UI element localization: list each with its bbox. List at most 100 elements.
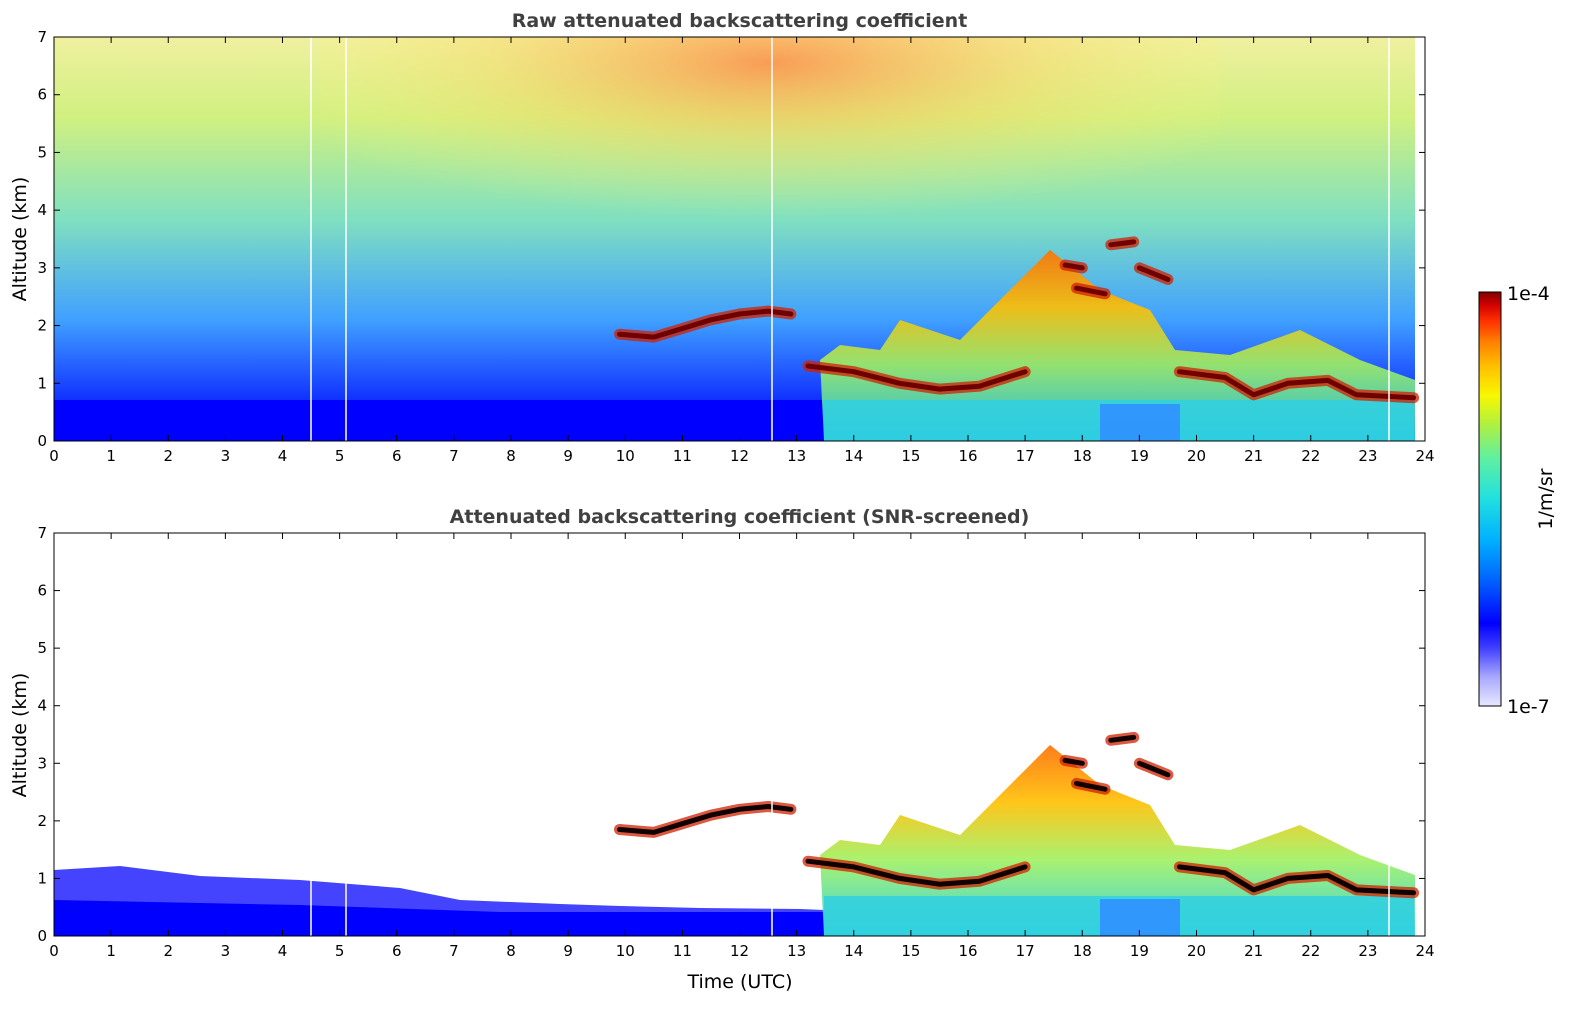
cloud-layer xyxy=(1074,780,1108,792)
x-tick-label: 22 xyxy=(1301,447,1320,465)
x-tick-label: 2 xyxy=(163,942,173,960)
x-tick-label: 6 xyxy=(392,447,402,465)
panel-raw: Raw attenuated backscattering coefficien… xyxy=(9,10,1435,465)
panel-screened: Attenuated backscattering coefficient (S… xyxy=(9,506,1435,993)
x-tick-label: 5 xyxy=(335,447,345,465)
y-axis-label: Altitude (km) xyxy=(9,177,31,302)
cloud-layer xyxy=(617,308,794,340)
cloud-layer xyxy=(1108,734,1137,743)
x-tick-label: 20 xyxy=(1187,942,1206,960)
cloud-layer xyxy=(1136,760,1171,778)
y-tick-label: 7 xyxy=(37,28,47,46)
y-axis-ticks: 0 1 2 3 4 5 6 7 xyxy=(37,28,1425,450)
x-tick-label: 13 xyxy=(787,447,806,465)
x-tick-label: 17 xyxy=(1016,447,1035,465)
cloud-layer xyxy=(805,363,1028,392)
x-tick-label: 16 xyxy=(958,447,977,465)
x-tick-label: 15 xyxy=(901,447,920,465)
y-tick-label: 0 xyxy=(37,432,47,450)
chart-title: Raw attenuated backscattering coefficien… xyxy=(512,10,968,32)
x-tick-label: 24 xyxy=(1415,942,1434,960)
x-tick-label: 19 xyxy=(1130,447,1149,465)
colorbar-gradient xyxy=(1478,291,1502,707)
chart-title: Attenuated backscattering coefficient (S… xyxy=(450,506,1030,528)
y-tick-label: 3 xyxy=(37,259,47,277)
x-tick-label: 20 xyxy=(1187,447,1206,465)
x-tick-label: 1 xyxy=(106,942,116,960)
x-axis-label: Time (UTC) xyxy=(686,971,792,993)
x-tick-label: 2 xyxy=(163,447,173,465)
cloud-layer-halo xyxy=(614,801,797,838)
x-tick-label: 10 xyxy=(616,447,635,465)
x-tick-label: 7 xyxy=(449,942,459,960)
y-tick-label: 6 xyxy=(37,582,47,600)
y-tick-label: 2 xyxy=(37,317,47,335)
x-tick-label: 18 xyxy=(1073,942,1092,960)
x-tick-label: 11 xyxy=(673,447,692,465)
x-tick-label: 0 xyxy=(49,447,59,465)
y-tick-label: 1 xyxy=(37,374,47,392)
cloud-layer xyxy=(805,858,1028,887)
cloud-layers xyxy=(614,731,1420,899)
x-tick-label: 11 xyxy=(673,942,692,960)
x-tick-label: 22 xyxy=(1301,942,1320,960)
x-tick-label: 7 xyxy=(449,447,459,465)
x-tick-label: 21 xyxy=(1244,447,1263,465)
heatmap-field xyxy=(54,533,1425,936)
cloud-layer xyxy=(1074,285,1108,297)
x-tick-label: 12 xyxy=(730,942,749,960)
cloud-layer xyxy=(1108,239,1137,248)
x-tick-label: 8 xyxy=(506,447,516,465)
x-tick-label: 5 xyxy=(335,942,345,960)
y-tick-label: 1 xyxy=(37,869,47,887)
x-tick-label: 1 xyxy=(106,447,116,465)
x-tick-label: 17 xyxy=(1016,942,1035,960)
heatmap-field xyxy=(54,37,1425,441)
x-tick-label: 13 xyxy=(787,942,806,960)
x-axis-ticks: 0 1 2 3 4 5 6 7 8 9 10 11 12 13 14 15 16 17 18 19 20 21 22 23 24 xyxy=(49,533,1435,960)
x-tick-label: 8 xyxy=(506,942,516,960)
colorbar-max-label: 1e-4 xyxy=(1507,283,1550,305)
cloud-layer xyxy=(1176,369,1417,401)
colorbar-unit-label: 1/m/sr xyxy=(1535,468,1557,529)
cloud-layer xyxy=(1062,262,1085,271)
x-tick-label: 19 xyxy=(1130,942,1149,960)
y-axis-ticks: 0 1 2 3 4 5 6 7 xyxy=(37,524,1425,945)
y-tick-label: 7 xyxy=(37,524,47,542)
cloud-layer xyxy=(1136,265,1171,282)
cloud-layer xyxy=(1176,864,1417,896)
x-tick-label: 9 xyxy=(563,942,573,960)
y-tick-label: 5 xyxy=(37,639,47,657)
x-tick-label: 3 xyxy=(221,942,231,960)
x-tick-label: 23 xyxy=(1358,942,1377,960)
x-tick-label: 18 xyxy=(1073,447,1092,465)
x-tick-label: 21 xyxy=(1244,942,1263,960)
y-tick-label: 4 xyxy=(37,201,47,219)
cloud-layers xyxy=(614,236,1420,404)
colorbar-min-label: 1e-7 xyxy=(1507,696,1550,718)
x-tick-label: 9 xyxy=(563,447,573,465)
x-axis-ticks: 0 1 2 3 4 5 6 7 8 9 10 11 12 13 14 15 16 17 18 19 20 21 22 23 24 xyxy=(49,37,1435,465)
x-tick-label: 24 xyxy=(1415,447,1434,465)
colorbar: 1e-4 1e-7 1/m/sr xyxy=(1478,283,1557,718)
y-tick-label: 4 xyxy=(37,697,47,715)
y-tick-label: 3 xyxy=(37,754,47,772)
cloud-layer xyxy=(617,804,794,835)
x-tick-label: 4 xyxy=(278,447,288,465)
y-tick-label: 5 xyxy=(37,143,47,161)
x-tick-label: 14 xyxy=(844,942,863,960)
x-tick-label: 6 xyxy=(392,942,402,960)
x-tick-label: 16 xyxy=(958,942,977,960)
y-tick-label: 2 xyxy=(37,812,47,830)
x-tick-label: 15 xyxy=(901,942,920,960)
x-tick-label: 14 xyxy=(844,447,863,465)
y-axis-label: Altitude (km) xyxy=(9,673,31,798)
cloud-layer xyxy=(1062,757,1085,766)
x-tick-label: 4 xyxy=(278,942,288,960)
x-tick-label: 0 xyxy=(49,942,59,960)
missing-data-lines xyxy=(310,37,1390,441)
missing-data-lines xyxy=(310,533,1390,936)
y-tick-label: 0 xyxy=(37,927,47,945)
x-tick-label: 23 xyxy=(1358,447,1377,465)
